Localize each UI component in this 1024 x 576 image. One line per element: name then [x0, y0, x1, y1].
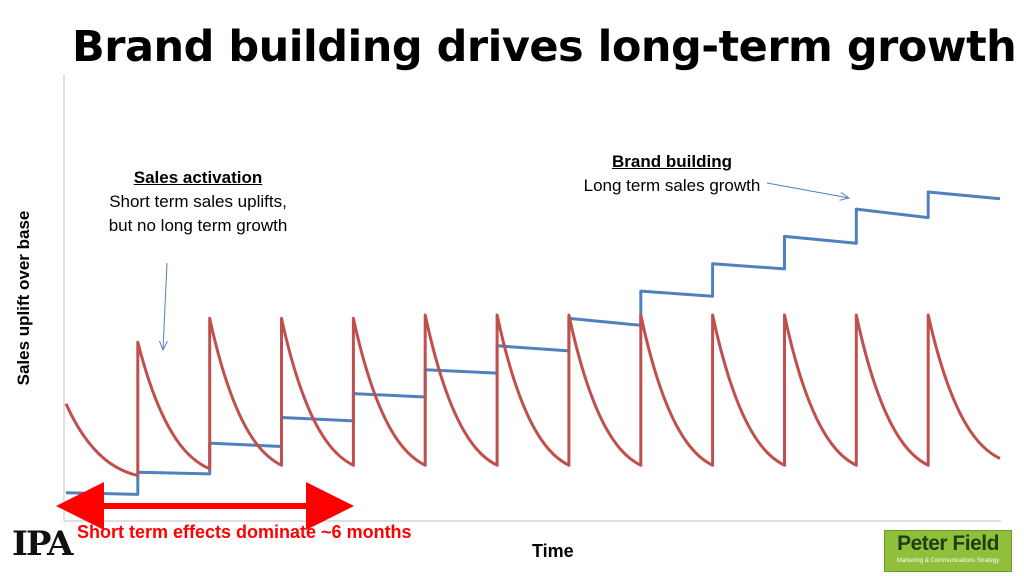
- sales-activation-heading: Sales activation: [133, 168, 263, 187]
- activation-pointer-arrow: [163, 262, 167, 350]
- sales-activation-annotation: Sales activation Short term sales uplift…: [72, 166, 324, 238]
- x-axis-label: Time: [532, 541, 574, 561]
- sales-activation-series-line: [64, 313, 1001, 478]
- brand-building-line1: Long term sales growth: [583, 176, 761, 195]
- sales-activation-line1: Short term sales uplifts,: [109, 192, 287, 211]
- y-axis-label: Sales uplift over base: [14, 210, 33, 386]
- peter-field-logo-subtitle: Marketing & Communications Strategy: [896, 558, 1000, 564]
- brand-pointer-arrow: [766, 182, 849, 198]
- brand-building-heading: Brand building: [612, 152, 732, 171]
- brand-building-series-line: [65, 190, 1001, 496]
- peter-field-logo: Peter Field Marketing & Communications S…: [884, 530, 1012, 572]
- sales-activation-line2: but no long term growth: [108, 216, 288, 235]
- peter-field-logo-name: Peter Field: [897, 532, 999, 555]
- chart-title: Brand building drives long-term growth: [72, 22, 1017, 72]
- ipa-logo: IPA: [12, 524, 73, 564]
- brand-building-annotation: Brand building Long term sales growth: [552, 150, 792, 198]
- short-term-effects-label: Short term effects dominate ~6 months: [77, 522, 412, 542]
